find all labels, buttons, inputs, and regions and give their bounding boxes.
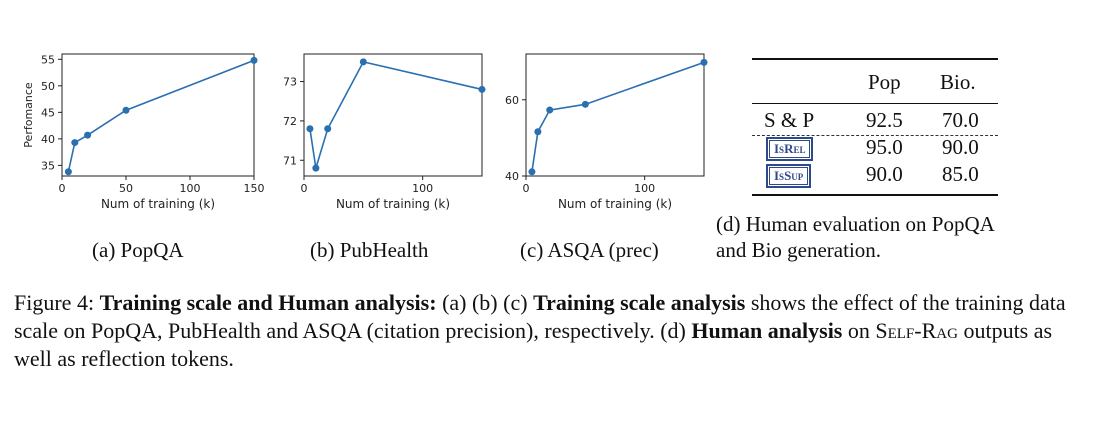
data-point [534,128,542,136]
x-axis-label: Num of training (k) [101,197,215,211]
table-dashed-rule [752,135,998,136]
table-cell: 92.5 [866,108,903,132]
table-header-bio: Bio. [940,70,976,94]
table-header-rule [752,103,998,104]
human-eval-table: Pop Bio. S & P 92.5 70.0 IsRel 95.0 90.0… [752,58,998,198]
x-tick-label: 0 [301,182,308,195]
figcap-bold-human: Human analysis [691,318,843,343]
y-tick-label: 40 [41,133,55,146]
x-tick-label: 100 [180,182,201,195]
table-cell: 85.0 [942,162,979,186]
data-point [250,56,258,64]
isrel-token: IsRel [766,137,814,161]
table-top-rule [752,58,998,60]
data-point [64,168,72,176]
x-tick-label: 0 [523,182,530,195]
chart-asqa: 0 100 40 60 Num of training (k) [484,40,714,225]
figcap-text1: (a) (b) (c) [436,290,534,315]
y-tick-label: 40 [505,170,519,183]
y-tick-label: 60 [505,94,519,107]
subcaption-a: (a) PopQA [92,238,184,262]
y-tick-label: 72 [283,115,297,128]
x-tick-label: 100 [634,182,655,195]
x-axis-label: Num of training (k) [336,197,450,211]
figcap-selfrag: Self-Rag [875,318,958,343]
subcaption-d-line2: and Bio generation. [716,238,882,262]
data-point [71,139,79,147]
table-header-pop: Pop [868,70,901,94]
y-tick-label: 71 [283,154,297,167]
table-cell: 90.0 [866,162,903,186]
plot-frame [525,53,705,177]
y-tick-label: 45 [41,106,55,119]
figcap-text2: shows the effect of the training data sc… [14,290,1066,343]
subcaption-c: (c) ASQA (prec) [520,238,659,262]
data-point [700,58,708,66]
data-point [528,168,536,176]
chart-popqa-svg: 0 50 100 150 35 40 45 50 55 Num of training (k) Pe… [22,53,265,211]
figcap-bold-title: Training scale and Human analysis: [99,290,437,315]
figcap-text3: on [842,318,876,343]
data-point [324,125,332,133]
table-row-label: S & P [764,108,815,132]
figcap-prefix: Figure 4: [14,290,100,315]
table-cell: 95.0 [866,135,903,159]
x-tick-label: 50 [119,182,133,195]
plot-frame [303,53,483,177]
table-cell: 70.0 [942,108,979,132]
subcaption-b: (b) PubHealth [310,238,429,262]
x-tick-label: 150 [244,182,265,195]
data-point [84,131,92,139]
table-bottom-rule [752,194,998,196]
data-point [306,125,314,133]
data-point [581,100,589,108]
chart-asqa-svg: 0 100 40 60 Num of training (k) [505,53,708,211]
y-tick-label: 50 [41,80,55,93]
data-point [546,106,554,114]
x-axis-label: Num of training (k) [558,197,672,211]
table-cell: 90.0 [942,135,979,159]
series-line [309,60,483,169]
issup-token: IsSup [766,164,812,188]
chart-popqa: 0 50 100 150 35 40 45 50 55 Num of training (k) Pe… [20,40,265,225]
y-tick-label: 55 [41,53,55,66]
series-line [67,59,255,172]
figcap-bold-scale: Training scale analysis [533,290,746,315]
x-tick-label: 100 [412,182,433,195]
data-point [478,85,486,93]
data-point [359,58,367,66]
data-point [312,164,320,172]
plot-frame [61,53,255,177]
chart-pubhealth: 0 100 71 72 73 Num of training (k) [262,40,492,225]
subcaption-d-line1: (d) Human evaluation on PopQA [716,212,995,236]
figcap-text4: outputs as well as reflection tokens. [14,318,1053,371]
series-line [531,61,705,172]
chart-pubhealth-svg: 0 100 71 72 73 Num of training (k) [283,53,486,211]
y-tick-label: 73 [283,76,297,89]
y-tick-label: 35 [41,159,55,172]
x-tick-label: 0 [59,182,66,195]
data-point [122,106,130,114]
y-axis-label: Perfomance [22,82,35,148]
figure-caption: Figure 4: Training scale and Human analy… [14,289,1084,373]
